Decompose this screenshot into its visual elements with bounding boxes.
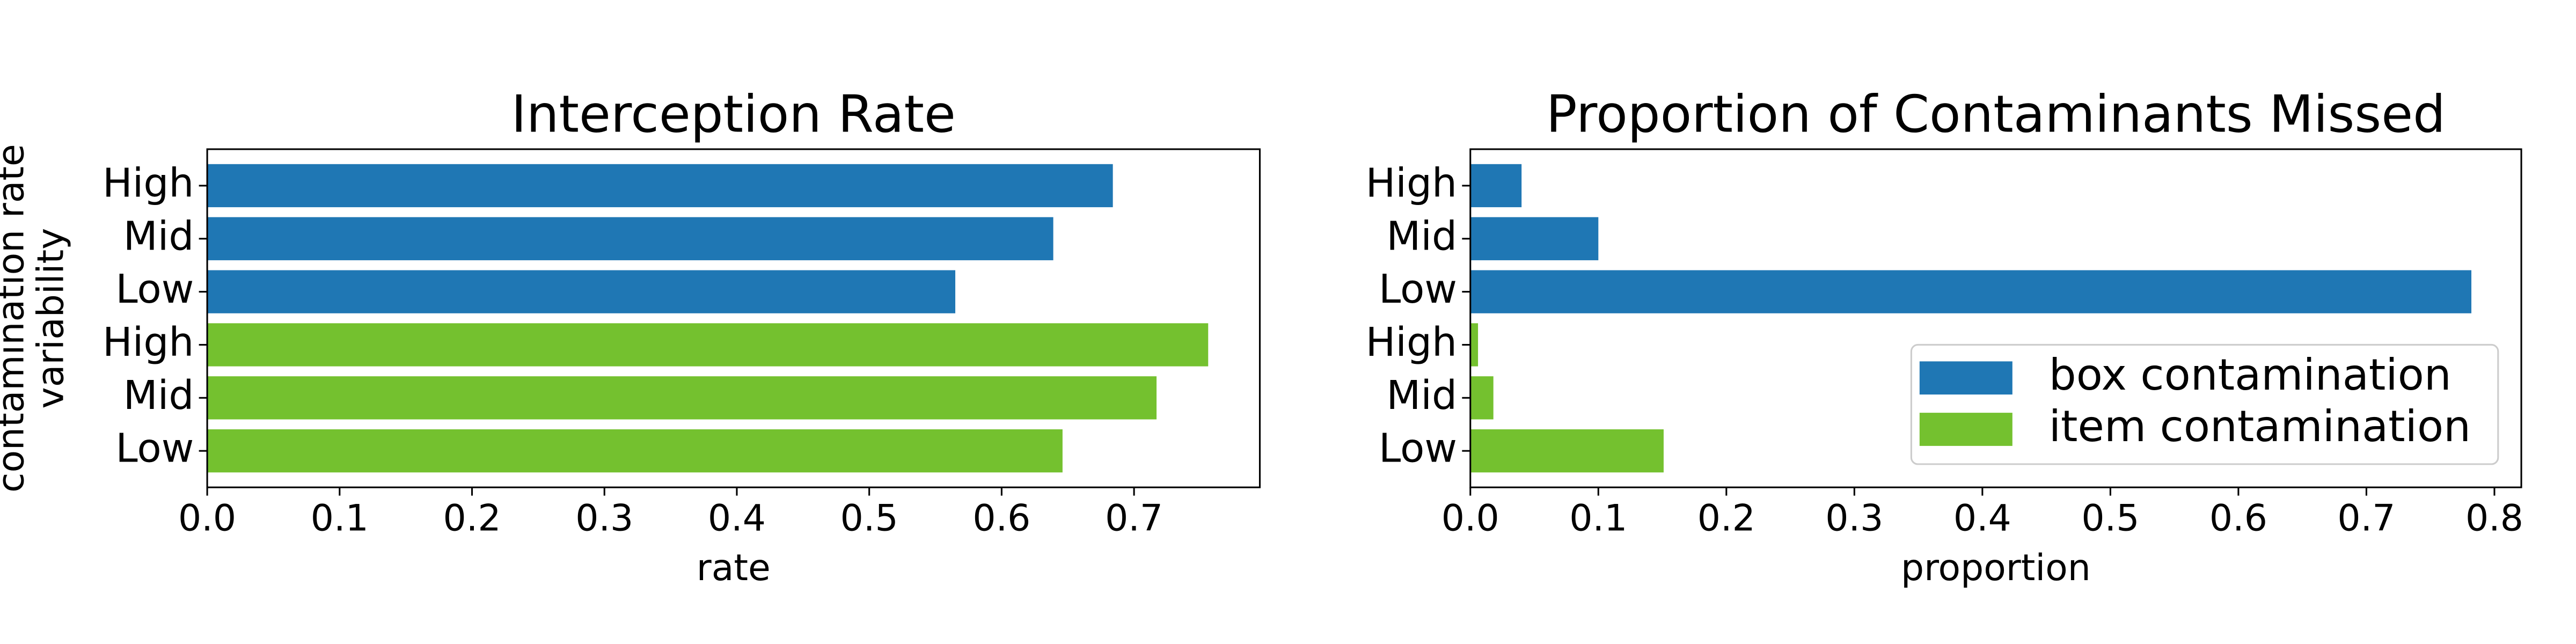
plot-frame [1469,148,2522,488]
x-tick-label: 0.8 [2465,497,2523,539]
bar [207,429,1063,473]
bar [1470,164,1522,208]
x-axis-label: proportion [1901,547,2091,589]
y-tick-label: Mid [123,372,194,419]
x-tick-label: 0.1 [311,497,369,539]
bar [1470,270,2472,313]
bar [207,376,1157,420]
y-tick-label: High [1366,319,1457,365]
chart-title: Proportion of Contaminants Missed [1546,84,2446,144]
x-tick-label: 0.5 [2081,497,2139,539]
bar [1470,217,1599,260]
x-tick-label: 0.3 [575,497,633,539]
y-axis-label: variability [30,228,72,409]
bar [207,164,1113,208]
chart-title: Interception Rate [511,84,956,144]
x-tick-label: 0.0 [178,497,236,539]
x-tick-label: 0.3 [1825,497,1883,539]
y-tick-label: Mid [1386,372,1457,419]
x-tick-label: 0.2 [443,497,501,539]
bar [207,270,956,313]
y-tick-label: High [103,160,194,206]
y-tick-label: Mid [123,213,194,259]
legend-swatch [1919,361,2012,395]
y-tick-label: Mid [1386,213,1457,259]
legend-label: item contamination [2049,401,2471,451]
y-tick-label: Low [1379,426,1457,472]
legend-label: box contamination [2049,349,2451,400]
legend-swatch [1919,413,2012,446]
x-tick-label: 0.1 [1569,497,1627,539]
plot-frame [206,148,1261,488]
legend-frame [1910,343,2499,465]
x-axis-label: rate [697,547,771,589]
bar [1470,323,1479,367]
y-tick-label: High [103,319,194,365]
x-tick-label: 0.5 [840,497,898,539]
bar [207,217,1053,260]
y-tick-label: Low [1379,266,1457,312]
y-tick-label: High [1366,160,1457,206]
y-tick-label: Low [115,426,194,472]
x-tick-label: 0.7 [2337,497,2395,539]
x-tick-label: 0.2 [1697,497,1755,539]
x-tick-label: 0.4 [1953,497,2011,539]
y-tick-label: Low [115,266,194,312]
x-tick-label: 0.7 [1105,497,1163,539]
bar [207,323,1209,367]
x-tick-label: 0.6 [972,497,1030,539]
x-tick-label: 0.6 [2209,497,2267,539]
bar [1470,376,1494,420]
bar [1470,429,1664,473]
x-tick-label: 0.0 [1441,497,1499,539]
y-axis-label: contamination rate [0,144,32,493]
x-tick-label: 0.4 [708,497,766,539]
